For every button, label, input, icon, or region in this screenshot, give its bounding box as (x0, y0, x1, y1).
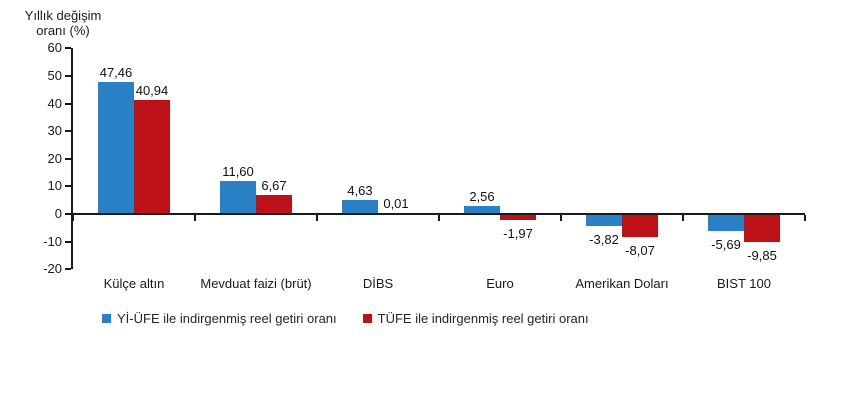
y-axis-tick (65, 47, 71, 50)
y-axis-tick-label: 60 (47, 40, 62, 56)
y-axis-tick (65, 130, 71, 133)
legend: Yİ-ÜFE ile indirgenmiş reel getiri oranı… (102, 311, 589, 326)
y-axis-tick (65, 268, 71, 271)
bar-yi-ufe-1 (220, 180, 256, 213)
y-axis-tick (65, 75, 71, 77)
legend-item-tufe: TÜFE ile indirgenmiş reel getiri oranı (362, 311, 589, 326)
y-axis-tick (65, 240, 71, 243)
bar-yi-ufe-5 (708, 215, 744, 231)
y-axis-tick-label: 10 (47, 178, 62, 194)
legend-label-tufe: TÜFE ile indirgenmiş reel getiri oranı (377, 311, 589, 326)
legend-swatch-yi-ufe (102, 314, 111, 323)
y-axis-tick (65, 185, 71, 188)
bar-tufe-4 (622, 215, 658, 238)
bar-value-label: 6,67 (261, 177, 287, 193)
legend-item-yi-ufe: Yİ-ÜFE ile indirgenmiş reel getiri oranı (102, 311, 337, 326)
bar-yi-ufe-3 (464, 205, 500, 213)
bar-tufe-5 (744, 215, 780, 243)
x-axis-tick (72, 215, 74, 221)
bar-value-label: 0,01 (383, 195, 409, 211)
category-label-2: DİBS (362, 276, 394, 291)
bar-value-label: 4,63 (347, 183, 373, 199)
x-axis-tick (194, 215, 196, 221)
category-label-1: Mevduat faizi (brüt) (200, 276, 312, 291)
x-axis-tick (560, 215, 562, 221)
x-axis-tick (316, 215, 318, 221)
y-axis-tick-label: 0 (54, 206, 62, 221)
bar-tufe-0 (134, 100, 170, 213)
bar-yi-ufe-4 (586, 215, 622, 226)
x-axis-tick (438, 215, 440, 221)
bar-tufe-1 (256, 194, 292, 213)
category-label-3: Euro (486, 276, 514, 291)
y-axis-title: Yıllık değişim oranı (%) (24, 8, 102, 38)
bar-value-label: 47,46 (99, 65, 133, 80)
bar-value-label: -8,07 (625, 243, 655, 259)
y-axis-tick-label: -10 (43, 233, 62, 249)
bar-yi-ufe-0 (98, 82, 134, 213)
bar-value-label: -3,82 (589, 231, 619, 247)
bar-tufe-3 (500, 215, 536, 221)
bar-value-label: 2,56 (469, 188, 495, 204)
bar-yi-ufe-2 (342, 200, 378, 213)
y-axis-tick-label: 20 (47, 150, 62, 166)
y-axis-tick (65, 157, 71, 160)
category-label-4: Amerikan Doları (575, 276, 669, 291)
y-axis-tick-label: 30 (47, 123, 62, 139)
category-label-0: Külçe altın (103, 276, 165, 291)
bar-value-label: 11,60 (222, 163, 254, 179)
y-axis-tick (65, 102, 71, 105)
y-axis-tick-label: 50 (47, 68, 62, 83)
y-axis-tick (65, 213, 71, 215)
legend-swatch-tufe (362, 314, 372, 323)
bar-value-label: 40,94 (135, 83, 169, 98)
category-label-5: BIST 100 (717, 276, 771, 291)
y-axis-line (71, 48, 73, 270)
x-axis-tick (682, 215, 684, 221)
y-axis-tick-label: -20 (43, 261, 62, 277)
bar-value-label: -9,85 (747, 248, 777, 264)
x-axis-line (71, 213, 805, 215)
bar-value-label: -5,69 (711, 236, 741, 252)
bar-value-label: -1,97 (503, 226, 533, 242)
y-axis-tick-label: 40 (47, 95, 62, 111)
x-axis-tick (804, 215, 806, 221)
legend-label-yi-ufe: Yİ-ÜFE ile indirgenmiş reel getiri oranı (117, 311, 337, 326)
